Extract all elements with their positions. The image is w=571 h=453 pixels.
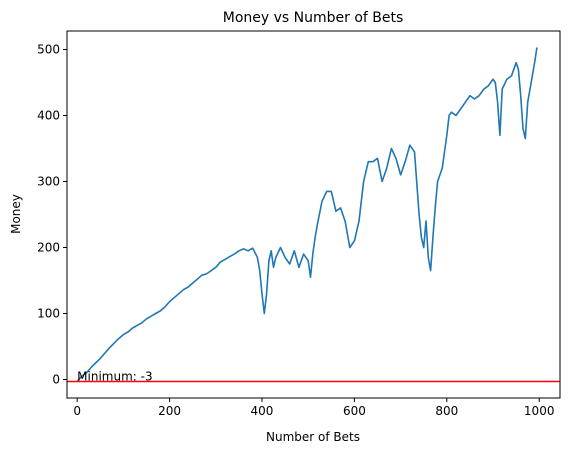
minimum-annotation: Minimum: -3: [77, 369, 152, 383]
y-tick-label: 300: [37, 174, 60, 188]
x-tick-label: 200: [158, 404, 181, 418]
plot-area: Minimum: -3: [67, 47, 560, 383]
x-axis-label: Number of Bets: [266, 430, 360, 444]
x-tick-label: 400: [251, 404, 274, 418]
y-tick-label: 400: [37, 108, 60, 122]
y-axis-label: Money: [9, 194, 23, 234]
x-tick-label: 0: [73, 404, 81, 418]
series-line-0: [76, 47, 538, 383]
x-tick-label: 600: [343, 404, 366, 418]
plot-frame: [66, 30, 561, 399]
y-tick-label: 100: [37, 307, 60, 321]
y-tick-label: 0: [52, 373, 60, 387]
y-axis: 0 100 200 300 400 500: [37, 42, 67, 387]
x-tick-label: 1000: [524, 404, 555, 418]
y-tick-label: 500: [37, 42, 60, 56]
x-axis: 0 200 400 600 800 1000: [73, 398, 554, 418]
chart-title: Money vs Number of Bets: [223, 10, 404, 26]
y-tick-label: 200: [37, 241, 60, 255]
x-tick-label: 800: [435, 404, 458, 418]
